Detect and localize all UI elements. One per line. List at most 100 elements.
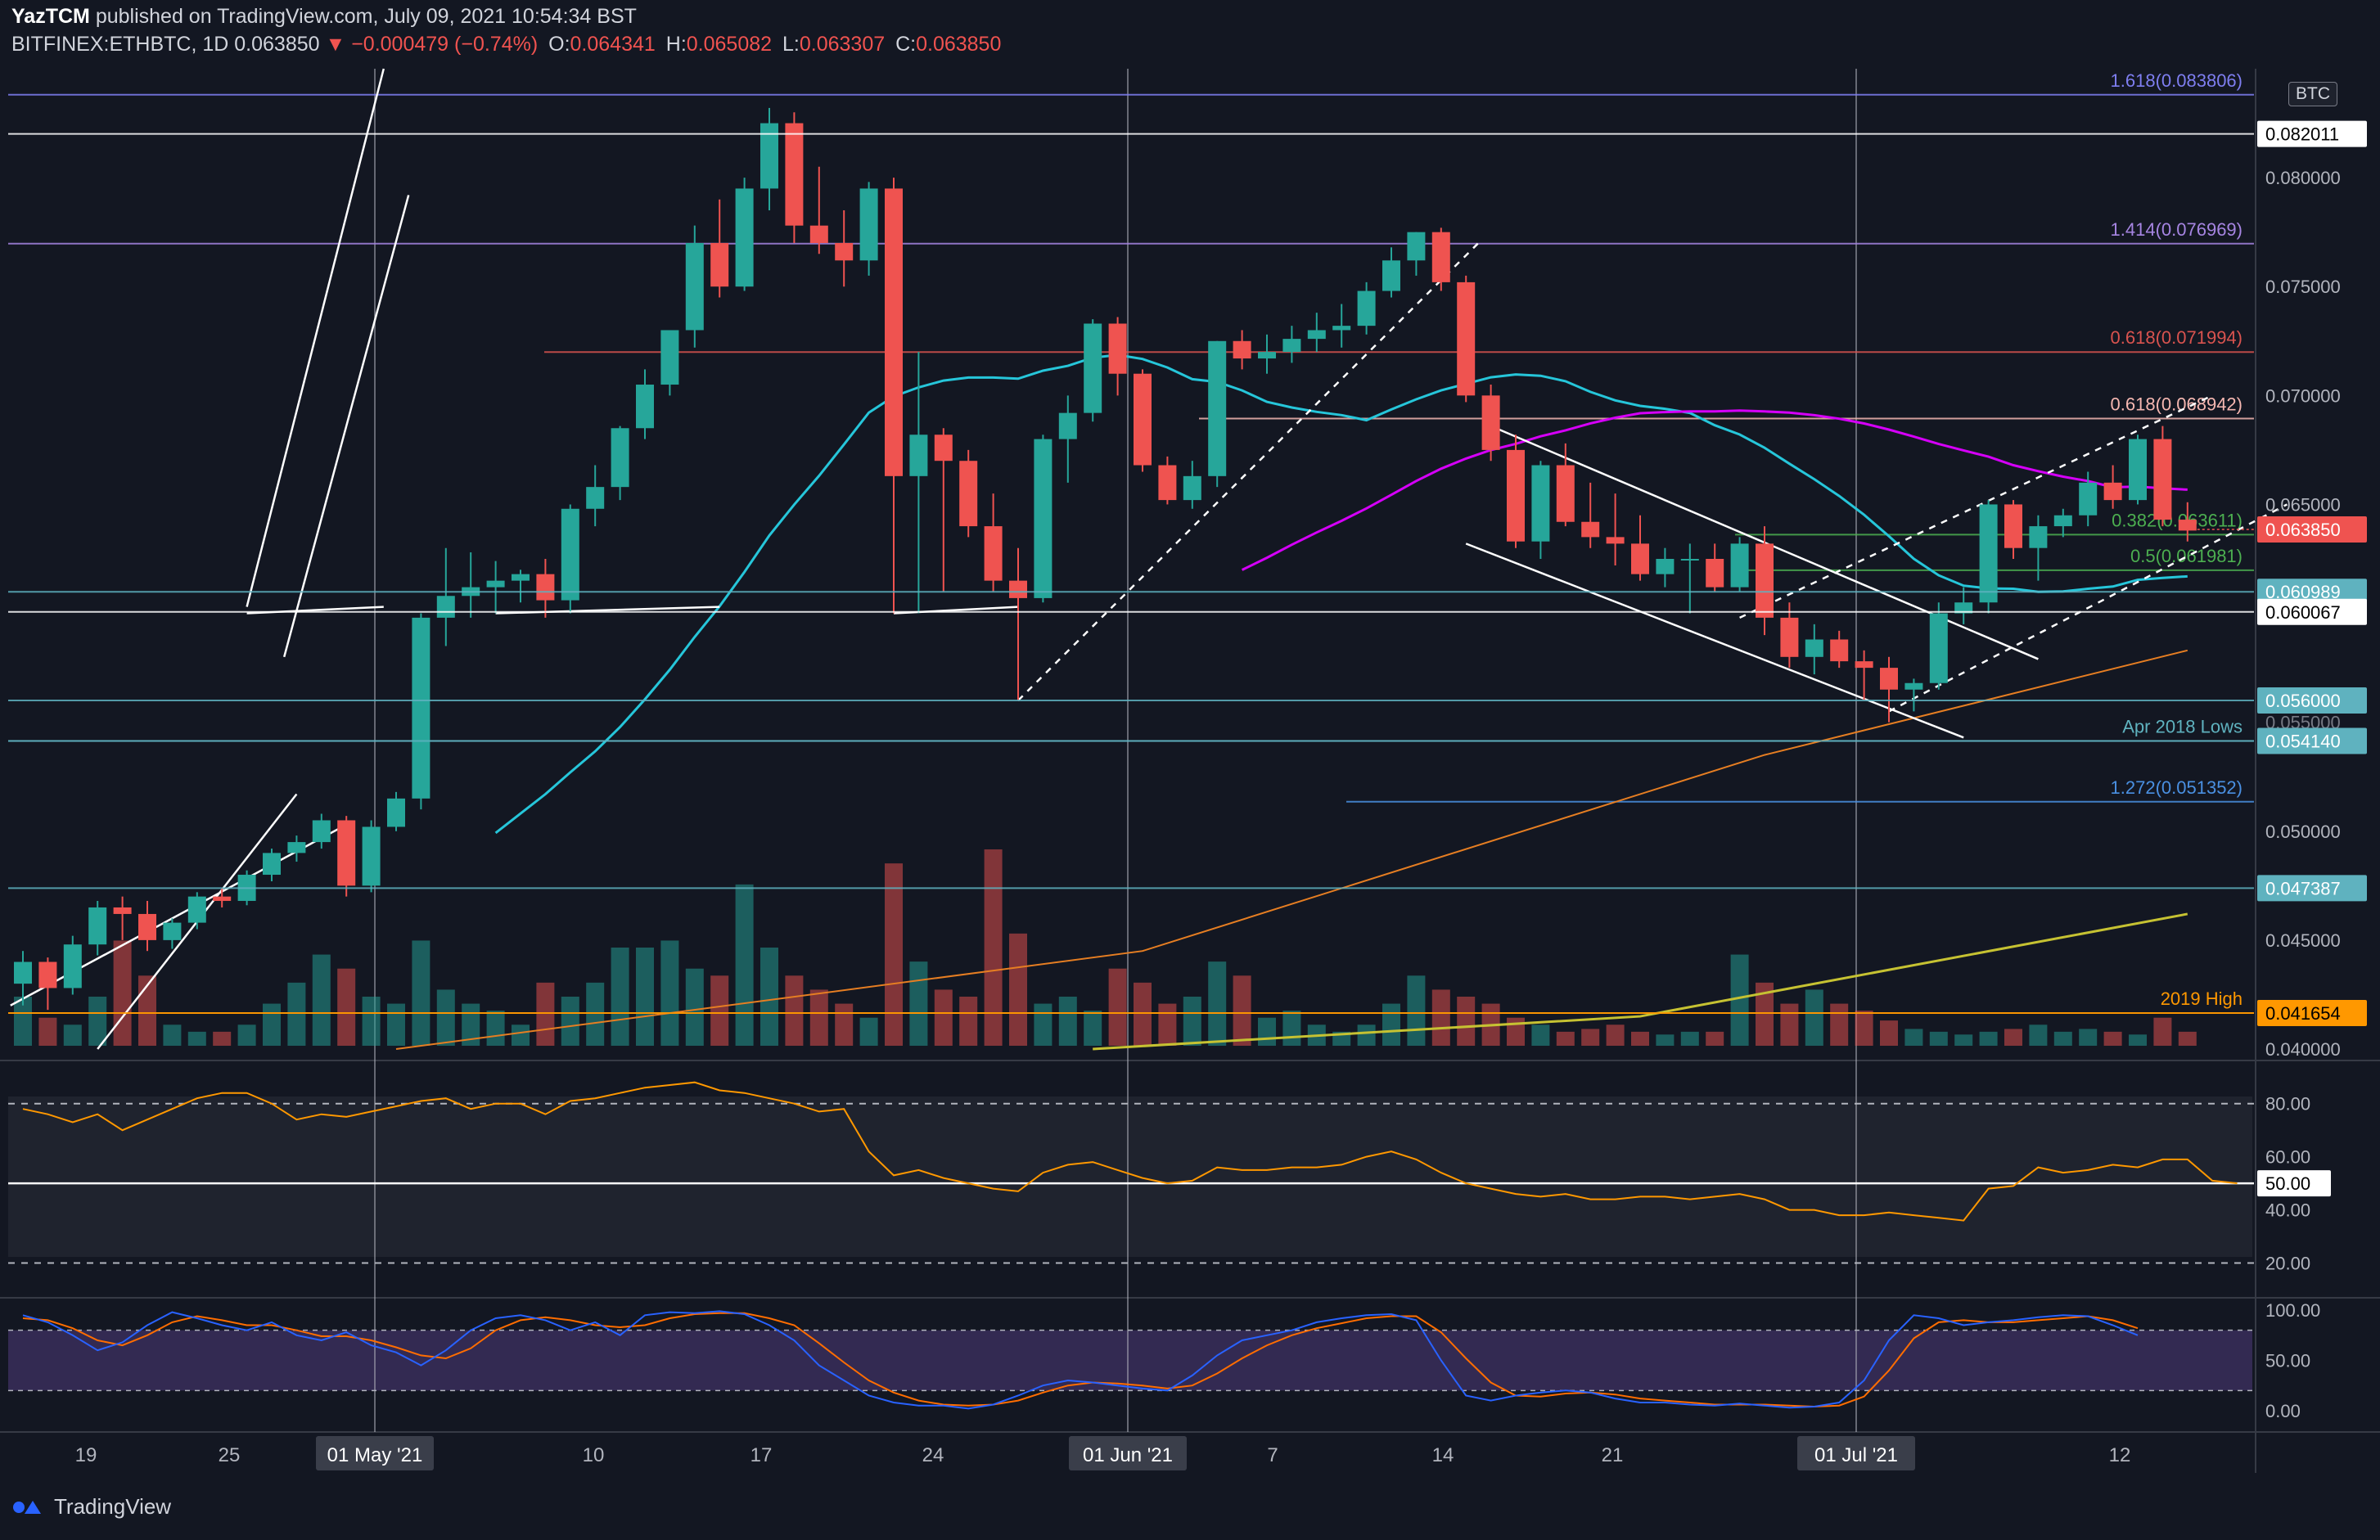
volume-bar [1730, 954, 1749, 1046]
volume-bar [362, 997, 381, 1046]
volume-bar [387, 1003, 405, 1046]
price-axis-label: 0.070000 [2265, 385, 2341, 406]
volume-bar [1531, 1024, 1550, 1046]
date-axis-label: 19 [75, 1444, 97, 1466]
candle-body [636, 385, 654, 429]
volume-bar [1979, 1031, 1998, 1046]
candle-body [387, 798, 405, 827]
volume-bar [586, 982, 605, 1046]
volume-bar [835, 1003, 854, 1046]
tradingview-footer[interactable]: TradingView [11, 1494, 171, 1520]
trendline [1017, 242, 1480, 701]
volume-bar [63, 1024, 82, 1046]
volume-bar [237, 1024, 256, 1046]
price-axis-tag: 0.060067 [8, 598, 2367, 625]
ma200-line [1093, 912, 2188, 1051]
date-axis-label: 17 [751, 1444, 773, 1466]
volume-bar [337, 968, 356, 1046]
volume-bar [1830, 1003, 1849, 1046]
volume-bar [2129, 1034, 2147, 1046]
volume-bar [685, 968, 704, 1046]
date-axis-highlight [1069, 1436, 1187, 1470]
volume-bar [512, 1024, 530, 1046]
volume-bar [1084, 1011, 1102, 1046]
volume-bar [1382, 1003, 1400, 1046]
fib-level-label: 1.272(0.051352) [2111, 777, 2243, 798]
volume-bar [785, 975, 804, 1046]
fib-level-label: 0.5(0.061981) [2130, 546, 2243, 566]
tag-label: 0.082011 [2265, 124, 2339, 145]
candle-body [337, 820, 356, 886]
stoch-axis-label: 0.00 [2265, 1401, 2301, 1421]
volume-bar [809, 989, 828, 1046]
volume-bar [885, 863, 903, 1046]
candle-body [1680, 559, 1699, 561]
volume-bar [1009, 933, 1027, 1046]
candle-body [63, 944, 82, 988]
tag-label: 0.047387 [2265, 878, 2341, 898]
author-name[interactable]: YazTCM [11, 5, 90, 28]
candle-body [660, 330, 679, 385]
publisher-line: YazTCM published on TradingView.com, Jul… [11, 5, 637, 29]
volume-bar [287, 982, 306, 1046]
volume-bar [710, 975, 729, 1046]
volume-bar [486, 1011, 505, 1046]
volume-bar [1058, 997, 1077, 1046]
price-axis-label: 0.045000 [2265, 930, 2341, 951]
tag-label: 0.056000 [2265, 691, 2341, 711]
date-axis-label: 24 [922, 1444, 944, 1466]
volume-bar [984, 849, 1003, 1046]
volume-bar [1134, 982, 1152, 1046]
volume-bar [636, 948, 654, 1046]
volume-bar [14, 997, 32, 1046]
date-axis-highlight [1797, 1436, 1915, 1470]
price-axis-tag: 0.056000 [8, 687, 2367, 714]
tradingview-logo-icon [13, 1500, 41, 1514]
high-label: H: [665, 33, 687, 56]
volume-bar [1880, 1020, 1898, 1046]
rsi-line [22, 1081, 2238, 1222]
price-axis-tag: 0.047387 [8, 875, 2367, 902]
rsi-band-fill [8, 1096, 2252, 1257]
volume-bar [1805, 989, 1823, 1046]
volume-bar [2053, 1031, 2072, 1046]
candle-body [2004, 504, 2022, 548]
volume-bar [1780, 1003, 1799, 1046]
candle-body [512, 574, 530, 581]
date-axis-highlight [316, 1436, 434, 1470]
symbol-label[interactable]: BITFINEX:ETHBTC, 1D [11, 33, 229, 56]
stoch-d-line [22, 1312, 2139, 1408]
volume-bar [1282, 1011, 1301, 1046]
current-price-tag [2257, 516, 2367, 543]
candle-body [809, 225, 828, 243]
candle-body [113, 907, 132, 914]
stoch-axis-label: 50.00 [2265, 1351, 2310, 1371]
rsi-axis-label: 20.00 [2265, 1254, 2310, 1274]
rsi-axis-label: 60.00 [2265, 1147, 2310, 1168]
stoch-k-line [22, 1310, 2139, 1410]
candle-body [486, 580, 505, 588]
candle-body [1357, 290, 1376, 326]
volume-bar [462, 1003, 480, 1046]
published-info: published on TradingView.com, July 09, 2… [95, 5, 637, 28]
volume-bar [436, 989, 455, 1046]
date-axis-label: 14 [1432, 1444, 1454, 1466]
candle-body [735, 188, 754, 287]
currency-badge[interactable]: BTC [2288, 82, 2337, 106]
stoch-axis-label: 100.00 [2265, 1300, 2320, 1321]
volume-bar [1954, 1034, 1973, 1046]
candle-body [2178, 520, 2197, 531]
volume-bar [1183, 997, 1201, 1046]
volume-bar [1680, 1031, 1699, 1046]
candle-body [1307, 330, 1326, 340]
candle-body [412, 617, 430, 799]
volume-bar [959, 997, 978, 1046]
volume-bar [1581, 1029, 1600, 1046]
volume-bar [1431, 989, 1450, 1046]
volume-bar [2079, 1029, 2098, 1046]
tag-box [2257, 875, 2367, 902]
volume-bar [1208, 961, 1227, 1046]
rsi-axis-label: 40.00 [2265, 1200, 2310, 1221]
